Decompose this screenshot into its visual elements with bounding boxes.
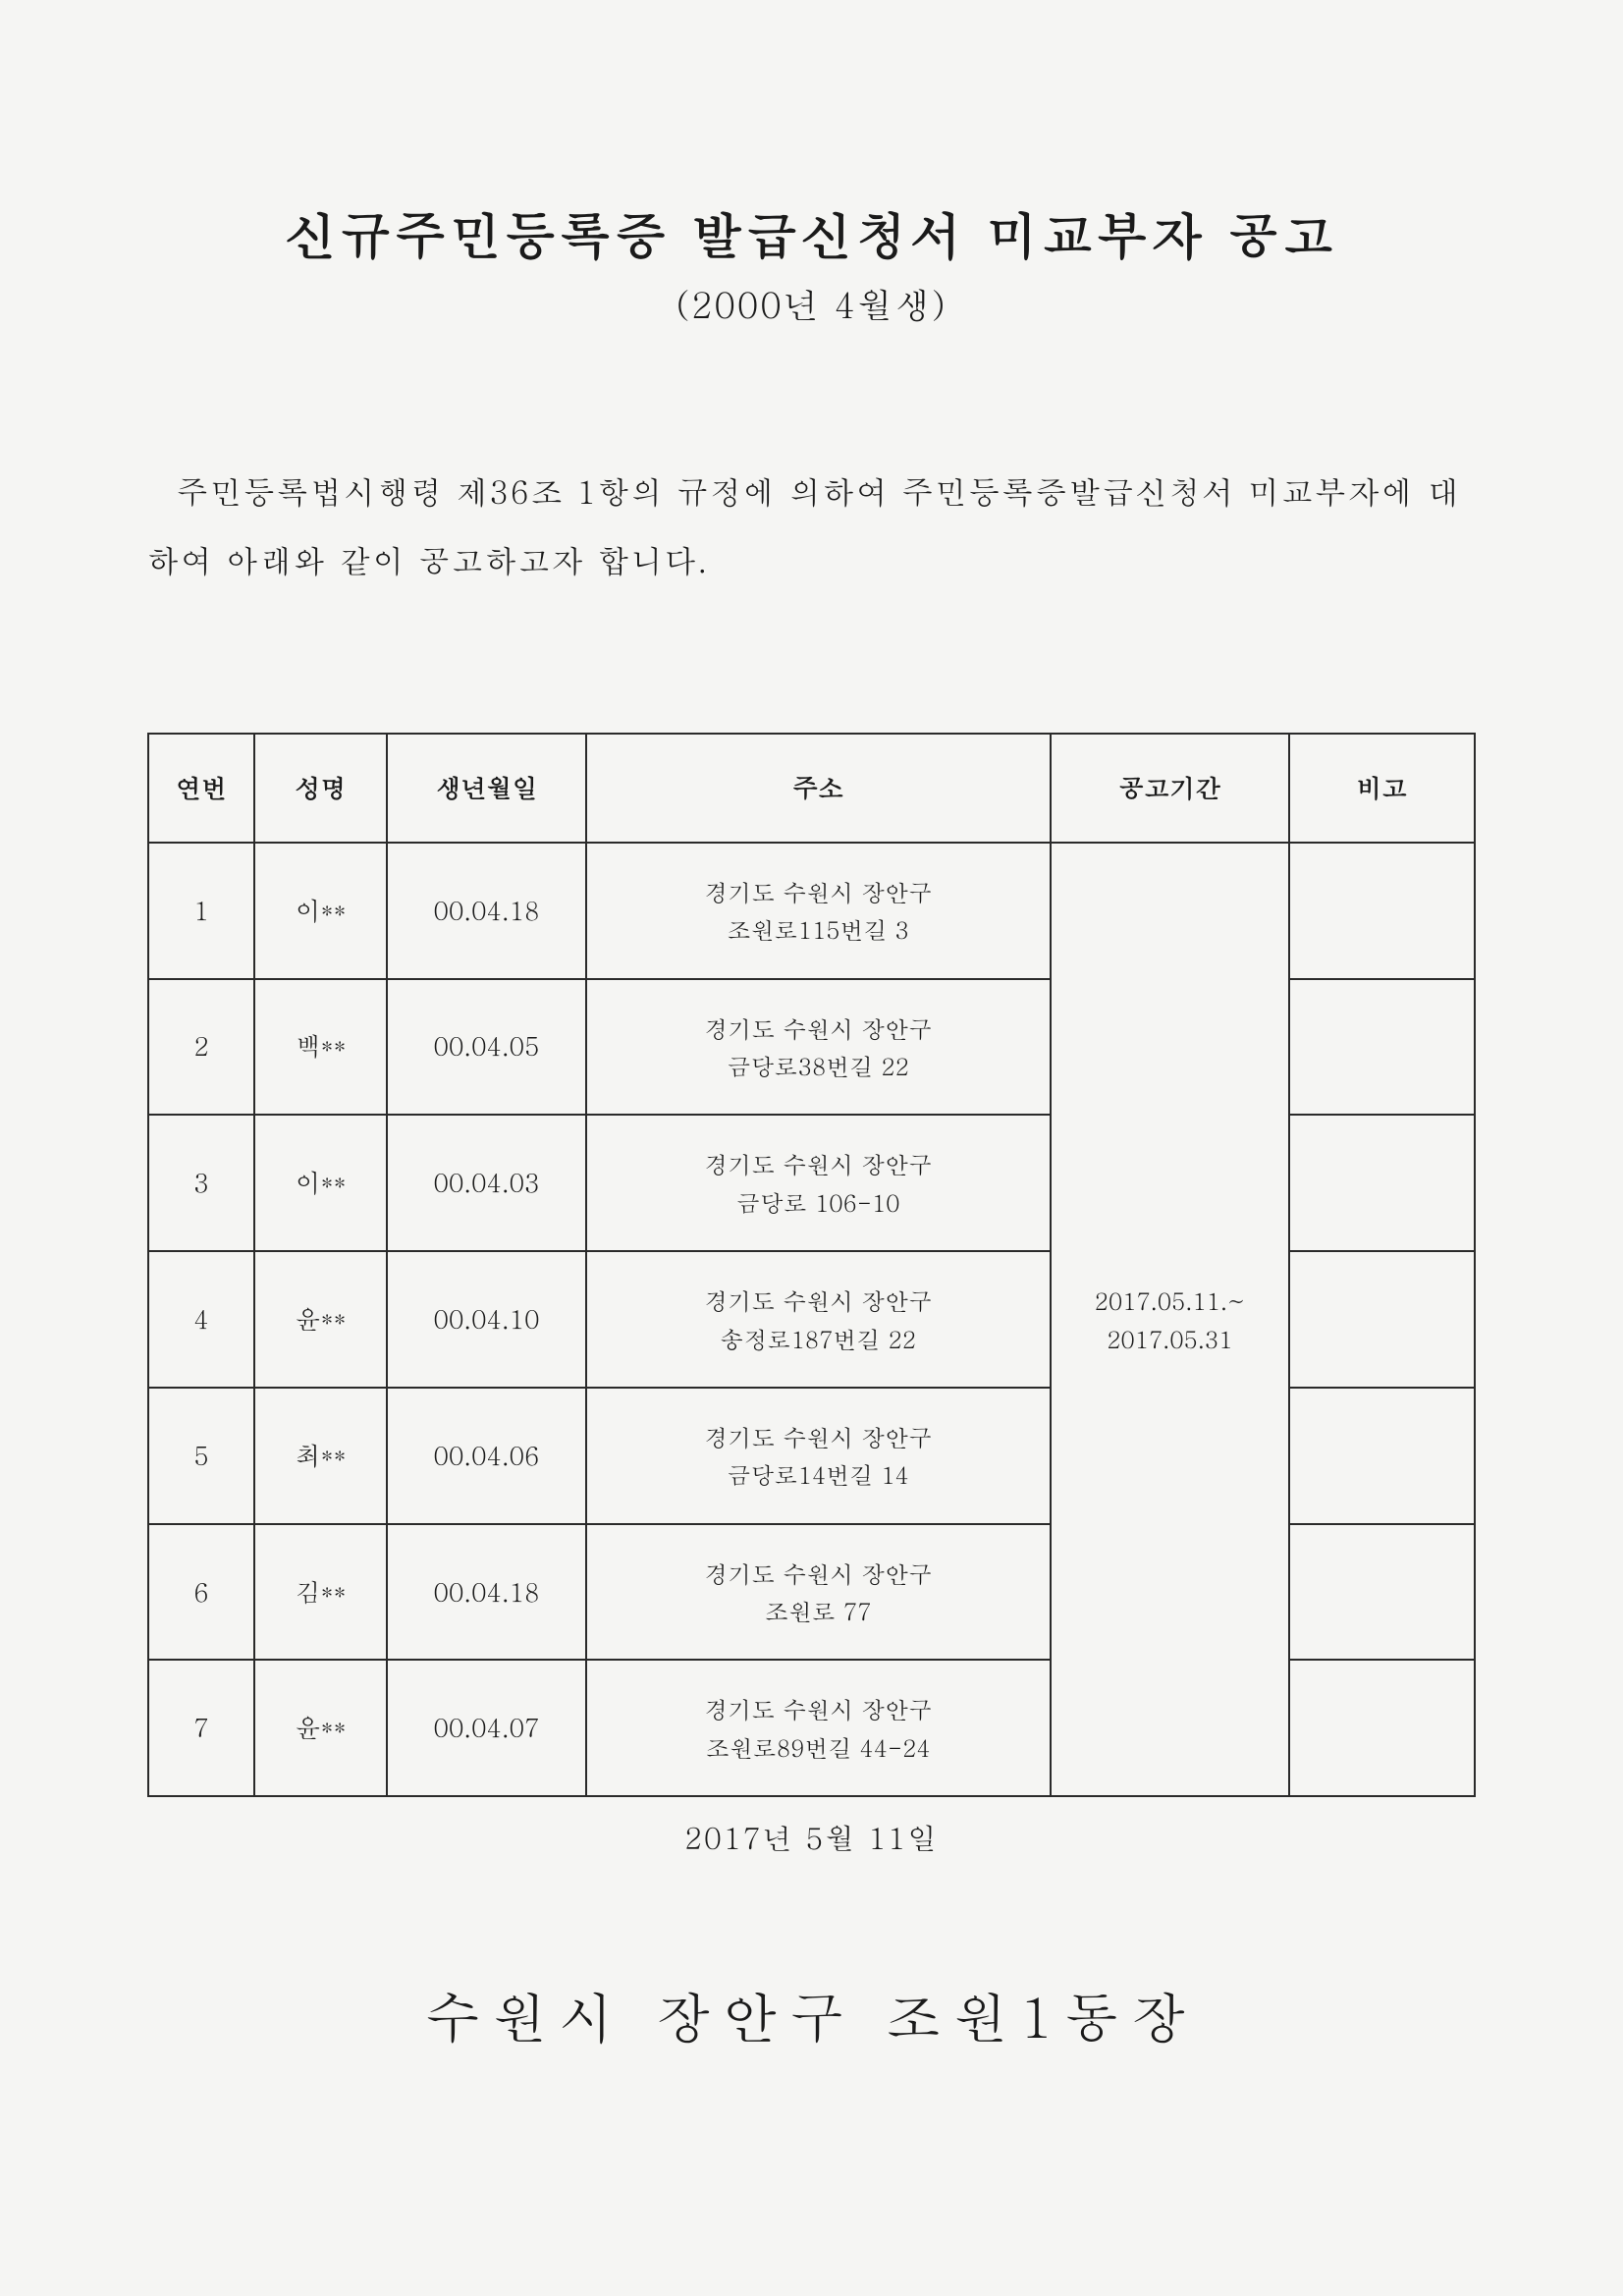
- addr-line2: 조원로115번길 3: [728, 912, 909, 946]
- cell-dob: 00.04.03: [387, 1115, 586, 1251]
- cell-dob: 00.04.05: [387, 979, 586, 1116]
- cell-addr: 경기도 수원시 장안구 금당로38번길 22: [586, 979, 1051, 1116]
- cell-dob: 00.04.06: [387, 1388, 586, 1524]
- cell-name: 이**: [254, 843, 387, 979]
- cell-name: 이**: [254, 1115, 387, 1251]
- table-header-row: 연번 성명 생년월일 주소 공고기간 비고: [148, 734, 1475, 843]
- addr-line2: 조원로89번길 44-24: [706, 1730, 931, 1764]
- cell-num: 1: [148, 843, 254, 979]
- notice-table: 연번 성명 생년월일 주소 공고기간 비고 1 이** 00.04.18 경기도…: [147, 733, 1476, 1797]
- subtitle: (2000년 4월생): [147, 279, 1476, 329]
- addr-line1: 경기도 수원시 장안구: [704, 875, 932, 908]
- cell-note: [1289, 1660, 1475, 1796]
- addr-line1: 경기도 수원시 장안구: [704, 1147, 932, 1180]
- cell-dob: 00.04.07: [387, 1660, 586, 1796]
- cell-dob: 00.04.10: [387, 1251, 586, 1388]
- signature: 수원시 장안구 조원1동장: [147, 1976, 1476, 2053]
- header-num: 연번: [148, 734, 254, 843]
- addr-line2: 금당로 106-10: [736, 1185, 899, 1219]
- cell-addr: 경기도 수원시 장안구 조원로115번길 3: [586, 843, 1051, 979]
- header-addr: 주소: [586, 734, 1051, 843]
- addr-line2: 송정로187번길 22: [721, 1322, 916, 1355]
- main-title: 신규주민등록증 발급신청서 미교부자 공고: [147, 196, 1476, 269]
- addr-line1: 경기도 수원시 장안구: [704, 1284, 932, 1317]
- cell-dob: 00.04.18: [387, 843, 586, 979]
- cell-name: 윤**: [254, 1660, 387, 1796]
- cell-dob: 00.04.18: [387, 1524, 586, 1661]
- cell-addr: 경기도 수원시 장안구 금당로 106-10: [586, 1115, 1051, 1251]
- cell-period: 2017.05.11.~ 2017.05.31: [1051, 843, 1289, 1796]
- cell-note: [1289, 1115, 1475, 1251]
- cell-note: [1289, 843, 1475, 979]
- addr-line1: 경기도 수원시 장안구: [704, 1011, 932, 1045]
- header-note: 비고: [1289, 734, 1475, 843]
- cell-addr: 경기도 수원시 장안구 조원로 77: [586, 1524, 1051, 1661]
- date-line: 2017년 5월 11일: [147, 1817, 1476, 1858]
- cell-num: 2: [148, 979, 254, 1116]
- cell-note: [1289, 1524, 1475, 1661]
- addr-line2: 금당로38번길 22: [728, 1049, 909, 1082]
- addr-line2: 금당로14번길 14: [728, 1457, 909, 1491]
- cell-note: [1289, 979, 1475, 1116]
- cell-addr: 경기도 수원시 장안구 금당로14번길 14: [586, 1388, 1051, 1524]
- title-block: 신규주민등록증 발급신청서 미교부자 공고 (2000년 4월생): [147, 196, 1476, 329]
- cell-addr: 경기도 수원시 장안구 송정로187번길 22: [586, 1251, 1051, 1388]
- period-line2: 2017.05.31: [1107, 1322, 1232, 1355]
- addr-line1: 경기도 수원시 장안구: [704, 1557, 932, 1590]
- cell-note: [1289, 1388, 1475, 1524]
- cell-name: 김**: [254, 1524, 387, 1661]
- body-text: 주민등록법시행령 제36조 1항의 규정에 의하여 주민등록증발급신청서 미교부…: [147, 457, 1476, 595]
- cell-num: 5: [148, 1388, 254, 1524]
- addr-line1: 경기도 수원시 장안구: [704, 1692, 932, 1725]
- cell-name: 윤**: [254, 1251, 387, 1388]
- addr-line1: 경기도 수원시 장안구: [704, 1420, 932, 1453]
- cell-note: [1289, 1251, 1475, 1388]
- table-row: 1 이** 00.04.18 경기도 수원시 장안구 조원로115번길 3 20…: [148, 843, 1475, 979]
- cell-num: 4: [148, 1251, 254, 1388]
- cell-num: 6: [148, 1524, 254, 1661]
- cell-num: 7: [148, 1660, 254, 1796]
- period-line1: 2017.05.11.~: [1095, 1284, 1245, 1317]
- header-period: 공고기간: [1051, 734, 1289, 843]
- cell-num: 3: [148, 1115, 254, 1251]
- header-dob: 생년월일: [387, 734, 586, 843]
- cell-name: 백**: [254, 979, 387, 1116]
- header-name: 성명: [254, 734, 387, 843]
- addr-line2: 조원로 77: [765, 1594, 872, 1627]
- cell-addr: 경기도 수원시 장안구 조원로89번길 44-24: [586, 1660, 1051, 1796]
- cell-name: 최**: [254, 1388, 387, 1524]
